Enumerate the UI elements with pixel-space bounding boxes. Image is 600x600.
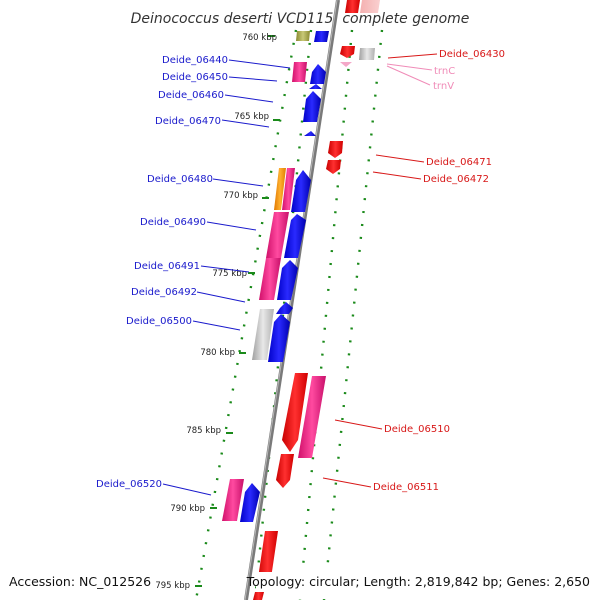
scale-ticks: 760 kbp 765 kbp 770 kbp 775 kbp 780 kbp …: [155, 33, 280, 591]
feature-deide-06500: [268, 314, 290, 362]
leaders-left: [162, 59, 291, 496]
tick-mark-765: [273, 119, 280, 121]
feature-blue-top: [314, 31, 329, 42]
feature-deide-06470: [304, 131, 316, 136]
gene-label-deide-06492[interactable]: Deide_06492: [131, 287, 197, 298]
labels-left-group: Deide_06440 Deide_06450 Deide_06460 Deid…: [96, 55, 228, 490]
feature-deide-06472: [326, 160, 341, 174]
tick-mark-795: [195, 585, 202, 587]
feature-red-top-a: [345, 0, 360, 13]
gene-label-deide-06430[interactable]: Deide_06430: [439, 49, 505, 60]
tick-label-770: 770 kbp: [223, 191, 258, 201]
tick-label-780: 780 kbp: [200, 348, 235, 358]
tick-label-790: 790 kbp: [170, 504, 205, 514]
guide-inner-right: [298, 29, 354, 600]
feature-deide-06430: [340, 46, 355, 58]
tick-label-795: 795 kbp: [155, 581, 190, 591]
leaders-right: [322, 53, 438, 488]
gene-label-deide-06460[interactable]: Deide_06460: [158, 90, 224, 101]
tick-mark-760: [268, 35, 275, 37]
feature-blue-06491: [277, 260, 298, 300]
genome-stats-text: Topology: circular; Length: 2,819,842 bp…: [246, 574, 590, 589]
feature-salmon-top: [360, 0, 380, 13]
feature-red-bottom: [257, 531, 278, 585]
tick-label-785: 785 kbp: [186, 426, 221, 436]
feature-grey-06430b: [359, 48, 375, 60]
gene-label-deide-06490[interactable]: Deide_06490: [140, 217, 206, 228]
map-title: Deinococcus deserti VCD115, complete gen…: [131, 11, 470, 27]
tick-label-775: 775 kbp: [212, 269, 247, 279]
feature-blue-06520: [240, 483, 260, 522]
footer-right-bg: [256, 572, 594, 590]
feature-deide-06492: [276, 302, 293, 314]
gene-features: [222, 0, 380, 600]
feature-deide-06520: [222, 479, 244, 521]
gene-label-deide-06440[interactable]: Deide_06440: [162, 55, 228, 66]
feature-deide-06480-pink: [282, 168, 295, 210]
tick-label-765: 765 kbp: [234, 112, 269, 122]
guide-outer-right: [322, 29, 384, 600]
feature-deide-06510: [298, 376, 326, 458]
feature-deide-06440: [292, 62, 307, 82]
footer-left-bg: [6, 572, 152, 590]
tick-mark-785: [226, 432, 233, 434]
tick-mark-790: [210, 507, 217, 509]
guide-outer-left: [194, 29, 298, 600]
labels-right-group: Deide_06430 trnC trnV Deide_06471 Deide_…: [373, 49, 505, 493]
gene-label-trnc[interactable]: trnC: [434, 66, 455, 77]
tick-mark-780: [239, 352, 246, 354]
feature-blue-06480: [291, 170, 311, 212]
feature-deide-06491: [259, 258, 281, 300]
gene-label-deide-06491[interactable]: Deide_06491: [134, 261, 200, 272]
gene-label-deide-06511[interactable]: Deide_06511: [373, 482, 439, 493]
gene-label-deide-06500[interactable]: Deide_06500: [126, 316, 192, 327]
feature-deide-06450: [310, 64, 326, 84]
feature-deide-06480-orange: [274, 168, 286, 210]
gene-label-deide-06471[interactable]: Deide_06471: [426, 157, 492, 168]
gene-label-deide-06472[interactable]: Deide_06472: [423, 174, 489, 185]
genome-backbone: [244, 0, 340, 600]
feature-deide-06511: [276, 454, 294, 488]
track-guides: [194, 29, 384, 600]
feature-red-bottom-b: [253, 592, 264, 600]
tick-mark-770: [262, 197, 269, 199]
feature-deide-06460: [309, 84, 322, 89]
feature-deide-06471: [328, 141, 343, 158]
feature-blue-06460b: [303, 91, 321, 122]
gene-label-trnv[interactable]: trnV: [433, 81, 454, 92]
feature-deide-06490: [266, 212, 289, 258]
gene-label-deide-06480[interactable]: Deide_06480: [147, 174, 213, 185]
feature-deide-06500-grey: [252, 309, 274, 360]
gene-label-deide-06450[interactable]: Deide_06450: [162, 72, 228, 83]
feature-olive: [296, 31, 310, 41]
feature-deide-06510-red: [282, 373, 308, 452]
gene-label-deide-06470[interactable]: Deide_06470: [155, 116, 221, 127]
gene-label-deide-06520[interactable]: Deide_06520: [96, 479, 162, 490]
feature-blue-06490: [284, 214, 306, 258]
tick-label-760: 760 kbp: [242, 33, 277, 43]
feature-trnc: [340, 62, 352, 67]
gene-label-deide-06510[interactable]: Deide_06510: [384, 424, 450, 435]
guide-inner-left: [253, 29, 313, 600]
tick-mark-775: [248, 272, 255, 274]
accession-text: Accession: NC_012526: [9, 574, 151, 589]
